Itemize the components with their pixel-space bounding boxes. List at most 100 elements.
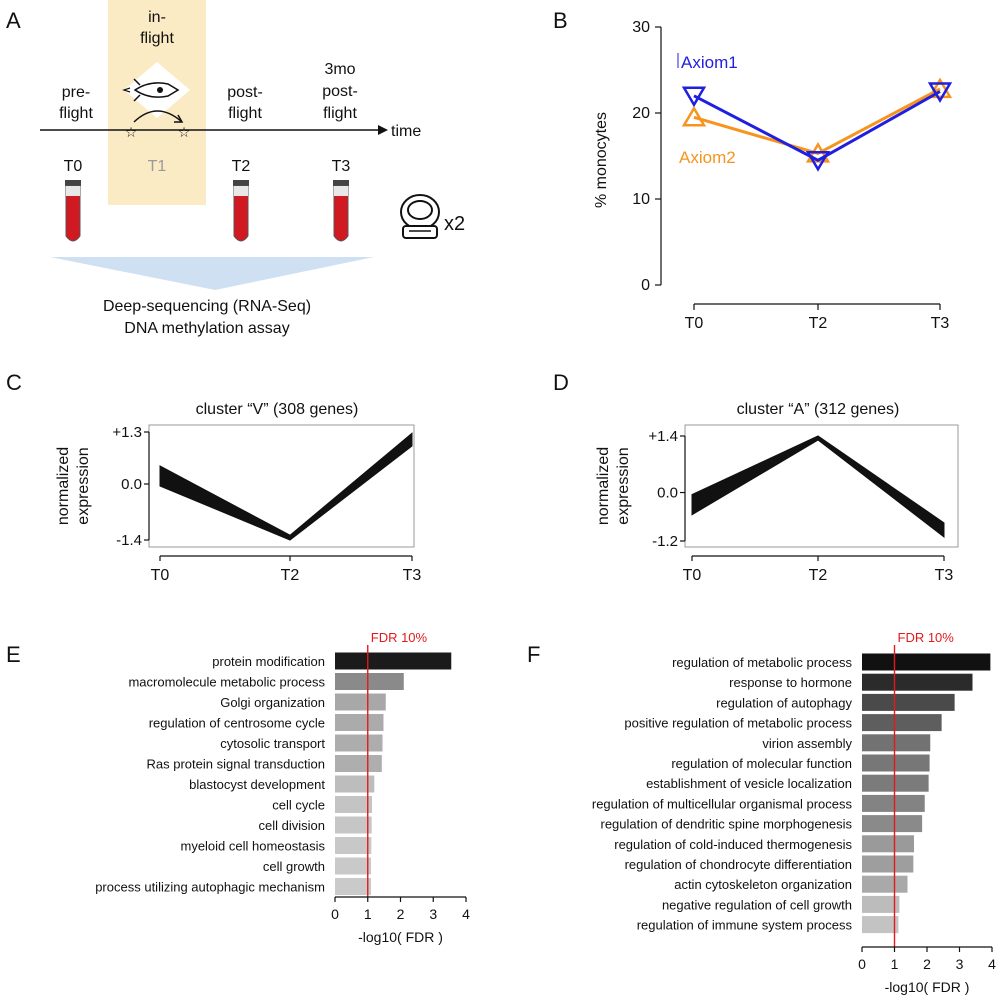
panel-letter-c: C (6, 370, 22, 395)
assay-methylation: DNA methylation assay (124, 320, 289, 337)
f-bar (862, 895, 900, 913)
e-threshold-label: FDR 10% (371, 630, 428, 645)
phase-in-line1: in- (148, 9, 166, 26)
f-bar (862, 855, 914, 873)
f-bar (862, 794, 925, 812)
f-bar (862, 835, 914, 853)
f-bar (862, 693, 955, 711)
phase-pre-line1: pre- (62, 84, 90, 101)
panel-d: D cluster “A” (312 genes) normalized exp… (553, 370, 959, 584)
f-bar (862, 815, 923, 833)
timepoint-t2: T2 (232, 158, 251, 175)
assay-funnel (50, 257, 374, 290)
e-xtick-label: 1 (364, 906, 372, 922)
b-xtick-label: T0 (685, 315, 704, 332)
e-bar (335, 652, 452, 670)
d-xtick-label: T2 (809, 567, 828, 584)
f-xtick-label: 4 (988, 956, 996, 972)
timepoint-t0: T0 (64, 158, 83, 175)
e-bar (335, 714, 384, 731)
b-xtick-label: T2 (809, 315, 828, 332)
timepoint-t3: T3 (332, 158, 351, 175)
b-point-axiom1 (681, 86, 707, 108)
star-icon-left: ☆ (125, 124, 138, 140)
e-bar (335, 796, 373, 813)
blood-tube-icon-t0 (65, 180, 81, 242)
e-category-label: cell cycle (272, 798, 325, 813)
e-xtick-label: 2 (397, 906, 405, 922)
f-xtick-label: 3 (956, 956, 964, 972)
panel-b: B % monocytes 0 10 20 30 T0 T2 T3 Axiom1 Axiom2 (553, 8, 953, 332)
astronaut-multiplier: x2 (444, 213, 465, 235)
f-category-label: regulation of dendritic spine morphogene… (601, 817, 853, 832)
f-category-label: regulation of molecular function (671, 756, 852, 771)
phase-3mo-line3: flight (323, 105, 357, 122)
time-label: time (391, 123, 421, 140)
phase-in-line2: flight (140, 30, 174, 47)
e-category-label: myeloid cell homeostasis (180, 839, 325, 854)
e-bar (335, 673, 404, 690)
f-category-label: response to hormone (729, 675, 852, 690)
d-ytick-label: 0.0 (657, 485, 678, 502)
panel-c: C cluster “V” (308 genes) normalized exp… (6, 370, 421, 584)
d-expression-band (691, 435, 945, 538)
e-category-label: cell division (259, 818, 325, 833)
b-point-axiom1 (805, 151, 831, 172)
e-bar (335, 878, 372, 895)
e-category-label: protein modification (212, 654, 325, 669)
d-xtick-label: T3 (935, 567, 954, 584)
c-xtick-label: T3 (403, 567, 422, 584)
e-category-label: Ras protein signal transduction (147, 757, 326, 772)
b-ytick-label: 10 (632, 191, 650, 208)
b-ytick-label: 20 (632, 105, 650, 122)
b-ytick-label: 0 (641, 277, 650, 294)
f-category-label: actin cytoskeleton organization (674, 877, 852, 892)
c-ylabel-line2: expression (75, 447, 92, 524)
blood-tube-icon-t3 (333, 180, 349, 242)
star-icon-right: ☆ (178, 124, 191, 140)
e-category-label: regulation of centrosome cycle (149, 716, 325, 731)
phase-post-line2: flight (228, 105, 262, 122)
d-title: cluster “A” (312 genes) (737, 401, 900, 418)
f-category-label: regulation of immune system process (637, 918, 853, 933)
c-title: cluster “V” (308 genes) (196, 401, 359, 418)
f-category-label: regulation of cold-induced thermogenesis (614, 837, 852, 852)
e-category-label: cell growth (263, 859, 325, 874)
e-bar (335, 837, 372, 854)
f-category-label: negative regulation of cell growth (662, 897, 852, 912)
panel-letter-d: D (553, 370, 569, 395)
assay-rnaseq: Deep-sequencing (RNA-Seq) (103, 298, 311, 315)
e-bar (335, 816, 372, 834)
c-expression-band (159, 432, 413, 541)
f-bar (862, 673, 973, 691)
blood-tube-icon-t2 (233, 180, 249, 242)
f-category-label: establishment of vesicle localization (646, 776, 852, 791)
b-xtick-label: T3 (931, 315, 950, 332)
b-ytick-label: 30 (632, 19, 650, 36)
d-ytick-label: +1.4 (648, 428, 678, 445)
c-ylabel-line1: normalized (55, 447, 72, 525)
c-xtick-label: T2 (281, 567, 300, 584)
f-xlabel: -log10( FDR ) (885, 979, 970, 995)
f-bar (862, 774, 929, 792)
e-xtick-label: 0 (331, 906, 339, 922)
e-bar (335, 693, 386, 711)
c-ytick-label: -1.4 (116, 532, 142, 549)
e-bar (335, 857, 372, 875)
panel-letter-e: E (6, 642, 21, 667)
d-xtick-label: T0 (683, 567, 702, 584)
e-category-label: Golgi organization (220, 695, 325, 710)
panel-letter-a: A (6, 8, 21, 33)
phase-3mo-line2: post- (322, 83, 358, 100)
f-category-label: regulation of chondrocyte differentiatio… (625, 857, 852, 872)
b-point-axiom2 (927, 77, 953, 99)
d-ytick-label: -1.2 (652, 533, 678, 550)
f-bar (862, 754, 930, 772)
phase-pre-line2: flight (59, 105, 93, 122)
timepoint-t1: T1 (148, 158, 167, 175)
e-xlabel: -log10( FDR ) (358, 929, 443, 945)
e-xtick-label: 4 (462, 906, 470, 922)
e-category-label: process utilizing autophagic mechanism (95, 880, 325, 895)
f-bar (862, 875, 908, 893)
phase-post-line1: post- (227, 84, 263, 101)
